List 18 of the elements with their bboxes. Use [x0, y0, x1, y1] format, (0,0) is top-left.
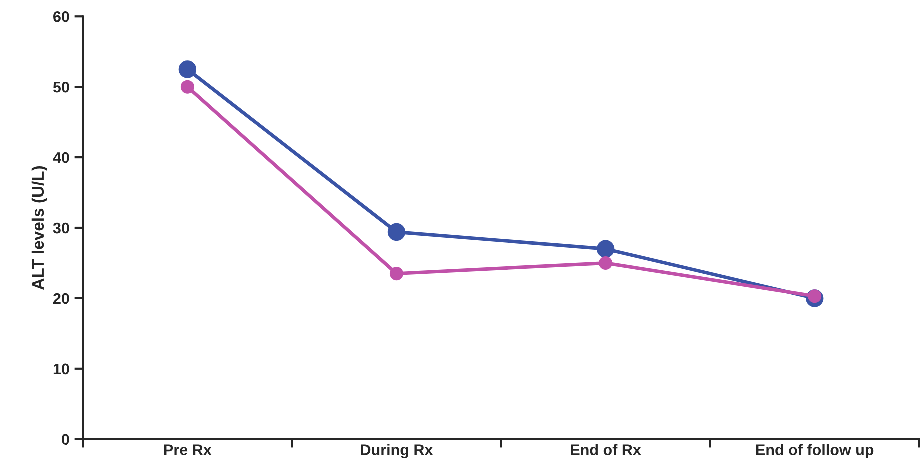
point: [596, 240, 615, 258]
y-tick-label: 30: [53, 222, 70, 234]
x-tick-label: End of follow up: [756, 444, 874, 458]
point: [390, 267, 404, 281]
point: [178, 60, 197, 78]
y-tick-label: 0: [62, 434, 70, 446]
x-tick-label: During Rx: [361, 444, 434, 459]
x-tick-label: Pre Rx: [164, 444, 212, 456]
point: [180, 80, 194, 94]
y-tick-label: 40: [53, 152, 70, 164]
y-tick-label: 20: [54, 293, 70, 304]
x-tick-label: End of Rx: [571, 444, 642, 456]
point: [599, 256, 613, 270]
y-axis-title: ALT levels (U/L): [32, 166, 48, 290]
y-tick-label: 50: [53, 82, 70, 93]
point: [388, 223, 406, 242]
y-tick-label: 10: [54, 364, 70, 375]
y-tick-label: 60: [54, 11, 70, 22]
